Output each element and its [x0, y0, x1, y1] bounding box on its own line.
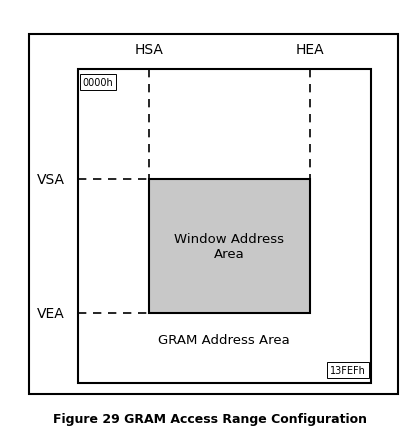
Text: VEA: VEA [37, 306, 65, 320]
Text: GRAM Address Area: GRAM Address Area [158, 333, 290, 346]
Text: HEA: HEA [296, 43, 324, 57]
Text: Window Address
Area: Window Address Area [174, 233, 285, 260]
Text: 0000h: 0000h [83, 78, 113, 88]
Text: 13FEFh: 13FEFh [330, 365, 366, 375]
Bar [149, 180, 310, 313]
Text: VSA: VSA [37, 173, 65, 187]
Bar [29, 35, 398, 394]
Bar [78, 70, 371, 383]
Text: Figure 29 GRAM Access Range Configuration: Figure 29 GRAM Access Range Configuratio… [52, 412, 367, 425]
Text: HSA: HSA [134, 43, 163, 57]
